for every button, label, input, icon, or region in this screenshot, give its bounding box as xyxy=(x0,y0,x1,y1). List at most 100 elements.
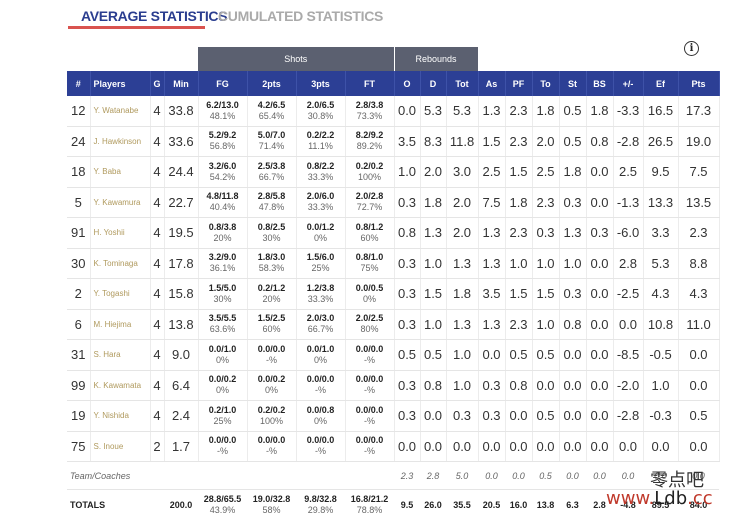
player-name-link[interactable]: K. Tominaga xyxy=(90,248,150,279)
player-name-link[interactable]: Y. Nishida xyxy=(90,401,150,432)
stat-st: 1.8 xyxy=(559,157,586,188)
stat-tot: 1.0 xyxy=(446,340,478,371)
player-name-link[interactable]: H. Yoshii xyxy=(90,218,150,249)
minutes: 9.0 xyxy=(164,340,198,371)
player-number: 24 xyxy=(67,126,90,157)
2pts-cell-made-attempted: 0.2/1.2 xyxy=(248,283,296,294)
stat-pm: 0.0 xyxy=(613,431,643,462)
stat-pm: 0.0 xyxy=(613,309,643,340)
stat-bs: 0.3 xyxy=(586,218,613,249)
col-header-tot[interactable]: Tot xyxy=(446,71,478,96)
stat-bs: 0.0 xyxy=(586,370,613,401)
2pts-cell-made-attempted: 0.0/0.0 xyxy=(248,344,296,355)
player-name-link[interactable]: M. Hiejima xyxy=(90,309,150,340)
stat-st: 0.3 xyxy=(559,279,586,310)
empty-cell xyxy=(198,462,247,490)
col-header-min[interactable]: Min xyxy=(164,71,198,96)
tab-cumulated-statistics[interactable]: CUMULATED STATISTICS xyxy=(218,8,383,24)
2pts-cell-percentage: 71.4% xyxy=(248,141,296,152)
stat-bs: 0.0 xyxy=(586,157,613,188)
player-name-link[interactable]: S. Inoue xyxy=(90,431,150,462)
fg-cell-percentage: 54.2% xyxy=(199,172,247,183)
3pts-cell-percentage: 0% xyxy=(297,233,345,244)
col-header-o[interactable]: O xyxy=(394,71,420,96)
totals-stat-d: 26.0 xyxy=(420,490,446,520)
totals-stat-to: 13.8 xyxy=(532,490,559,520)
tab-average-statistics[interactable]: AVERAGE STATISTICS xyxy=(81,8,227,24)
stat-bs: 0.0 xyxy=(586,431,613,462)
fg-cell-percentage: 0% xyxy=(199,355,247,366)
totals-stat-pm: -4.8 xyxy=(613,490,643,520)
stat-pts: 0.0 xyxy=(678,340,719,371)
stat-pf: 0.5 xyxy=(505,340,532,371)
stat-pm: -8.5 xyxy=(613,340,643,371)
stat-o: 0.3 xyxy=(394,309,420,340)
col-header-plus-minus[interactable]: +/- xyxy=(613,71,643,96)
games-played: 4 xyxy=(150,96,164,126)
fg-cell-percentage: 0% xyxy=(199,385,247,396)
fg-cell-made-attempted: 0.0/0.2 xyxy=(199,374,247,385)
col-header-ft[interactable]: FT xyxy=(345,71,394,96)
player-name-link[interactable]: Y. Togashi xyxy=(90,279,150,310)
col-header-3pts[interactable]: 3pts xyxy=(296,71,345,96)
stat-ef: 16.5 xyxy=(643,96,678,126)
stat-pm: -6.0 xyxy=(613,218,643,249)
ft-cell-percentage: 72.7% xyxy=(346,202,394,213)
player-name-link[interactable]: K. Kawamata xyxy=(90,370,150,401)
col-header-fg[interactable]: FG xyxy=(198,71,247,96)
player-name-link[interactable]: J. Hawkinson xyxy=(90,126,150,157)
ft-cell-made-attempted: 0.8/1.0 xyxy=(346,252,394,263)
minutes: 2.4 xyxy=(164,401,198,432)
3pts-cell-made-attempted: 2.0/6.5 xyxy=(297,100,345,111)
player-name-link[interactable]: Y. Watanabe xyxy=(90,96,150,126)
player-name-link[interactable]: Y. Kawamura xyxy=(90,187,150,218)
2pts-cell-made-attempted: 2.8/5.8 xyxy=(248,191,296,202)
stat-as: 1.5 xyxy=(478,126,505,157)
stat-pts: 8.8 xyxy=(678,248,719,279)
ft-cell-made-attempted: 0.0/0.5 xyxy=(346,283,394,294)
col-header-pf[interactable]: PF xyxy=(505,71,532,96)
col-header-2pts[interactable]: 2pts xyxy=(247,71,296,96)
col-header-players[interactable]: Players xyxy=(90,71,150,96)
col-header-d[interactable]: D xyxy=(420,71,446,96)
stat-ef: 26.5 xyxy=(643,126,678,157)
ft-cell-percentage: 0% xyxy=(346,294,394,305)
col-header-g[interactable]: G xyxy=(150,71,164,96)
player-name-link[interactable]: S. Hara xyxy=(90,340,150,371)
stat-pts: 0.0 xyxy=(678,370,719,401)
team-stat-ef: 0.0 xyxy=(643,462,678,490)
col-header-as[interactable]: As xyxy=(478,71,505,96)
stat-pm: 2.5 xyxy=(613,157,643,188)
stat-to: 0.0 xyxy=(532,431,559,462)
group-header-row: Shots Rebounds xyxy=(67,47,719,71)
col-header-no[interactable]: # xyxy=(67,71,90,96)
col-header-pts[interactable]: Pts xyxy=(678,71,719,96)
col-header-st[interactable]: St xyxy=(559,71,586,96)
col-header-bs[interactable]: BS xyxy=(586,71,613,96)
stat-bs: 1.8 xyxy=(586,96,613,126)
col-header-ef[interactable]: Ef xyxy=(643,71,678,96)
player-number: 30 xyxy=(67,248,90,279)
ft-cell-percentage: 89.2% xyxy=(346,141,394,152)
player-number: 12 xyxy=(67,96,90,126)
stat-tot: 3.0 xyxy=(446,157,478,188)
fg-cell-made-attempted: 1.5/5.0 xyxy=(199,283,247,294)
col-header-to[interactable]: To xyxy=(532,71,559,96)
player-number: 91 xyxy=(67,218,90,249)
stat-to: 2.3 xyxy=(532,187,559,218)
stat-to: 1.0 xyxy=(532,309,559,340)
player-name-link[interactable]: Y. Baba xyxy=(90,157,150,188)
